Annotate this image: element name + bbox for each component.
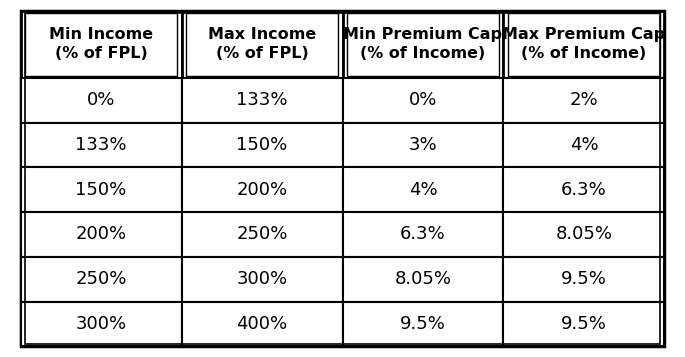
Text: 300%: 300%: [75, 315, 127, 333]
Bar: [186, 13, 338, 76]
Text: Max Income
(% of FPL): Max Income (% of FPL): [208, 27, 316, 61]
Bar: [347, 13, 499, 76]
Text: Min Income
(% of FPL): Min Income (% of FPL): [49, 27, 153, 61]
Text: 200%: 200%: [236, 181, 288, 199]
Bar: [503, 212, 664, 257]
Text: 0%: 0%: [409, 91, 437, 109]
Bar: [503, 257, 664, 302]
Bar: [182, 122, 342, 167]
Bar: [21, 257, 182, 302]
Text: 300%: 300%: [236, 270, 288, 288]
Text: 4%: 4%: [409, 181, 437, 199]
Bar: [21, 167, 182, 212]
Bar: [342, 122, 503, 167]
Bar: [342, 212, 503, 257]
Text: 9.5%: 9.5%: [400, 315, 446, 333]
Bar: [342, 11, 503, 78]
Text: 200%: 200%: [75, 225, 127, 243]
Text: 2%: 2%: [570, 91, 598, 109]
Text: 250%: 250%: [75, 270, 127, 288]
Text: Max Premium Cap
(% of Income): Max Premium Cap (% of Income): [502, 27, 666, 61]
Bar: [342, 167, 503, 212]
Text: 133%: 133%: [236, 91, 288, 109]
Bar: [342, 257, 503, 302]
Bar: [182, 167, 342, 212]
Bar: [342, 78, 503, 122]
Bar: [21, 212, 182, 257]
Bar: [21, 302, 182, 346]
Bar: [182, 212, 342, 257]
Bar: [503, 11, 664, 78]
Text: 400%: 400%: [236, 315, 288, 333]
Bar: [182, 257, 342, 302]
Text: 150%: 150%: [75, 181, 127, 199]
Bar: [503, 78, 664, 122]
Bar: [21, 122, 182, 167]
Text: 4%: 4%: [570, 136, 598, 154]
Text: 150%: 150%: [236, 136, 288, 154]
Bar: [21, 11, 182, 78]
Bar: [182, 78, 342, 122]
Text: 9.5%: 9.5%: [561, 315, 607, 333]
Bar: [508, 13, 660, 76]
Bar: [182, 11, 342, 78]
Bar: [503, 122, 664, 167]
Text: 8.05%: 8.05%: [556, 225, 612, 243]
Text: 6.3%: 6.3%: [561, 181, 607, 199]
Bar: [342, 302, 503, 346]
Text: Min Premium Cap
(% of Income): Min Premium Cap (% of Income): [343, 27, 503, 61]
Text: 3%: 3%: [409, 136, 437, 154]
Bar: [21, 78, 182, 122]
Text: 9.5%: 9.5%: [561, 270, 607, 288]
Bar: [503, 302, 664, 346]
Bar: [182, 302, 342, 346]
Text: 8.05%: 8.05%: [395, 270, 451, 288]
Bar: [503, 167, 664, 212]
Text: 250%: 250%: [236, 225, 288, 243]
Text: 0%: 0%: [87, 91, 115, 109]
Text: 133%: 133%: [75, 136, 127, 154]
Bar: [25, 13, 177, 76]
Text: 6.3%: 6.3%: [400, 225, 446, 243]
